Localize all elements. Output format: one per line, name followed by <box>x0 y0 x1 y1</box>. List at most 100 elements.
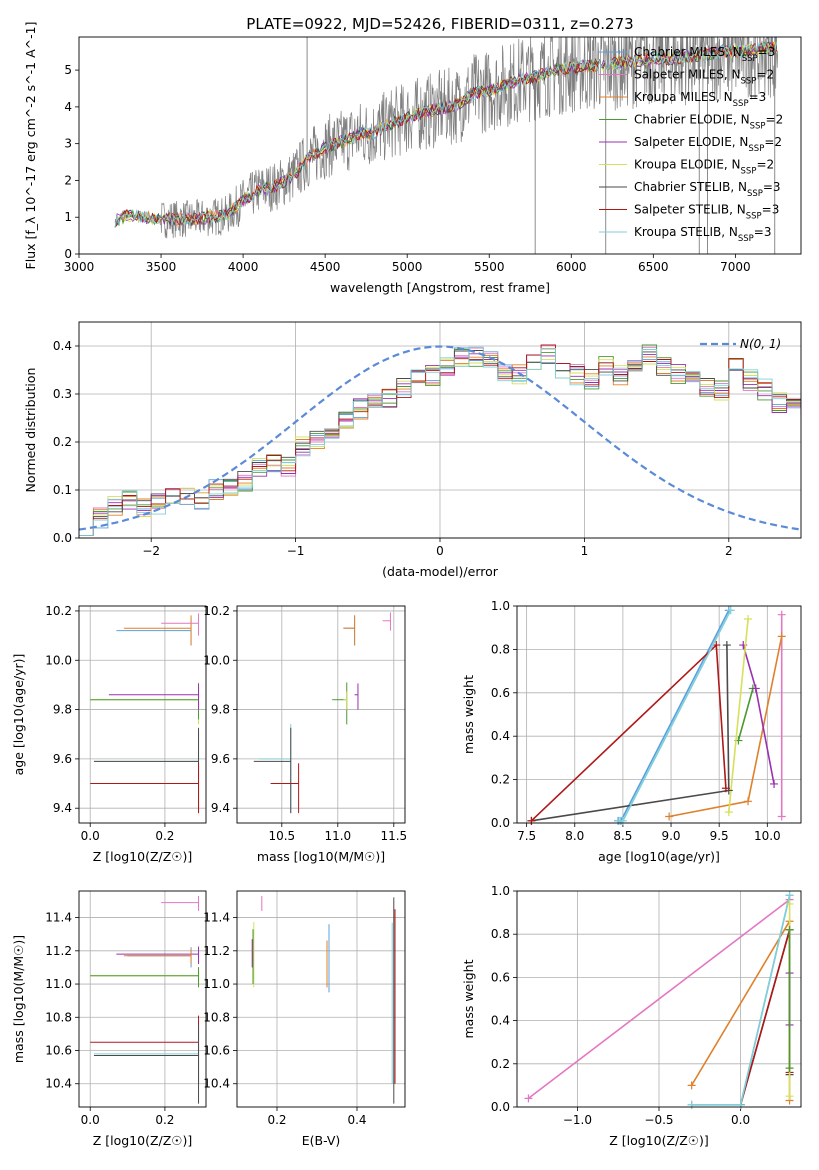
y-tick-label: 0.4 <box>491 729 510 743</box>
weight-point <box>744 615 753 624</box>
spectrum-legend: Chabrier MILES, NSSP=3 Salpeter MILES, NS… <box>599 45 783 244</box>
x-tick-label: 10.0 <box>754 829 781 843</box>
weight-point <box>524 1094 533 1103</box>
x-axis-label: (data-model)/error <box>382 564 499 579</box>
residual-histogram <box>79 358 801 537</box>
weight-point <box>736 1100 745 1109</box>
weight-point <box>687 1100 696 1109</box>
age-vs-mass-panel: 10.5 11.0 11.5 9.4 9.6 9.8 10.0 10.2 mass [log10… <box>203 604 407 864</box>
residual-histogram <box>79 346 801 537</box>
x-tick-label: 1 <box>581 544 589 558</box>
y-tick-label: 9.4 <box>53 801 72 815</box>
y-axis-label: mass [log10(M/M☉)] <box>11 935 26 1063</box>
weight-point <box>785 1092 794 1101</box>
weight-point <box>687 1081 696 1090</box>
weight-point <box>785 1064 794 1073</box>
axes-frame <box>236 890 406 1108</box>
residual-histogram <box>79 348 801 537</box>
y-tick-label: 10.2 <box>45 604 72 618</box>
x-tick-label: 0.0 <box>81 1113 100 1127</box>
weight-series-line <box>618 609 730 822</box>
y-axis-label: age [log10(age/yr)] <box>11 654 26 776</box>
axes-frame <box>78 321 802 539</box>
residuals-panel: −2 −1 0 1 2 0.0 0.1 0.2 0.3 0.4 (data-model)/error… <box>23 321 802 579</box>
weight-vs-age-panel: 7.5 8.0 8.5 9.0 9.5 10.0 0.0 0.2 0.4 0.6 0.8 1.0 age… <box>461 599 802 864</box>
legend-entry: Salpeter MILES, NSSP=2 <box>634 68 774 87</box>
y-axis-label: mass weight <box>461 959 476 1038</box>
y-tick-label: 0.8 <box>491 927 510 941</box>
x-tick-label: 8.5 <box>613 829 632 843</box>
weight-series-line <box>742 644 775 785</box>
y-tick-label: 11.0 <box>203 977 230 991</box>
x-tick-label: −1 <box>287 544 305 558</box>
x-tick-label: 0.2 <box>267 1113 286 1127</box>
x-axis-label: Z [log10(Z/Z☉)] <box>609 1133 709 1148</box>
x-tick-label: 0.0 <box>731 1113 750 1127</box>
y-tick-label: 1.0 <box>491 884 510 898</box>
x-axis-label: wavelength [Angstrom, rest frame] <box>330 280 550 295</box>
x-tick-label: 11.5 <box>380 829 407 843</box>
y-tick-label: 4 <box>64 100 72 114</box>
axes-frame <box>78 36 802 255</box>
x-tick-label: 5500 <box>474 260 505 274</box>
weight-point <box>724 808 733 817</box>
y-axis-label: mass weight <box>461 675 476 754</box>
y-tick-label: 0.3 <box>53 387 72 401</box>
y-tick-label: 0.4 <box>491 1014 510 1028</box>
y-tick-label: 10.4 <box>203 1077 230 1091</box>
weight-point <box>785 925 794 934</box>
weight-point <box>527 816 536 825</box>
y-tick-label: 10.0 <box>45 653 72 667</box>
x-tick-label: 4500 <box>310 260 341 274</box>
axes-frame <box>78 890 207 1108</box>
x-tick-label: 7000 <box>720 260 751 274</box>
residual-histogram <box>79 350 801 537</box>
y-tick-label: 9.6 <box>211 752 230 766</box>
y-tick-label: 10.0 <box>203 653 230 667</box>
y-tick-label: 0.4 <box>53 339 72 353</box>
y-tick-label: 10.6 <box>203 1044 230 1058</box>
axes-frame <box>516 890 802 1108</box>
y-tick-label: 10.2 <box>203 604 230 618</box>
x-tick-label: 8.0 <box>565 829 584 843</box>
y-tick-label: 1 <box>64 210 72 224</box>
axes-frame <box>516 605 802 824</box>
weight-point <box>618 816 627 825</box>
y-tick-label: 10.6 <box>45 1044 72 1058</box>
age-vs-Z-panel: 0.0 0.2 9.4 9.6 9.8 10.0 10.2 Z [log10(Z/Z☉)] ag… <box>11 604 207 864</box>
y-tick-label: 0.8 <box>491 642 510 656</box>
y-tick-label: 0.2 <box>491 1057 510 1071</box>
y-tick-label: 0.6 <box>491 686 510 700</box>
y-tick-label: 11.2 <box>45 944 72 958</box>
legend-entry: Chabrier ELODIE, NSSP=2 <box>634 113 783 132</box>
y-tick-label: 11.0 <box>45 977 72 991</box>
weight-point <box>777 812 786 821</box>
legend-entry: Salpeter ELODIE, NSSP=2 <box>634 135 782 154</box>
y-tick-label: 11.4 <box>203 911 230 925</box>
x-tick-label: 3000 <box>64 260 95 274</box>
x-tick-label: −0.5 <box>644 1113 673 1127</box>
x-tick-label: 3500 <box>146 260 177 274</box>
x-axis-label: Z [log10(Z/Z☉)] <box>93 1133 193 1148</box>
x-tick-label: 0.2 <box>155 829 174 843</box>
x-axis-label: age [log10(age/yr)] <box>598 849 720 864</box>
y-tick-label: 10.8 <box>45 1010 72 1024</box>
x-tick-label: 9.5 <box>710 829 729 843</box>
y-tick-label: 0.2 <box>53 435 72 449</box>
y-tick-label: 5 <box>64 63 72 77</box>
residual-histogram <box>79 344 801 537</box>
y-tick-label: 10.4 <box>45 1077 72 1091</box>
weight-vs-Z-panel: −1.0 −0.5 0.0 0.0 0.2 0.4 0.6 0.8 1.0 Z [log10(Z/… <box>461 884 802 1148</box>
x-tick-label: 0.0 <box>81 829 100 843</box>
x-tick-label: −1.0 <box>563 1113 592 1127</box>
weight-point <box>665 812 674 821</box>
legend-entry: Kroupa MILES, NSSP=3 <box>634 90 766 109</box>
x-tick-label: −2 <box>142 544 160 558</box>
mass-vs-EBV-panel: 0.2 0.4 10.4 10.6 10.8 11.0 11.2 11.4 E(B-V) <box>203 890 406 1148</box>
legend-entry: N(0, 1) <box>740 337 781 351</box>
y-tick-label: 9.4 <box>211 801 230 815</box>
x-axis-label: mass [log10(M/M☉)] <box>257 849 385 864</box>
x-tick-label: 9.0 <box>661 829 680 843</box>
weight-point <box>785 899 794 908</box>
x-tick-label: 7.5 <box>517 829 536 843</box>
